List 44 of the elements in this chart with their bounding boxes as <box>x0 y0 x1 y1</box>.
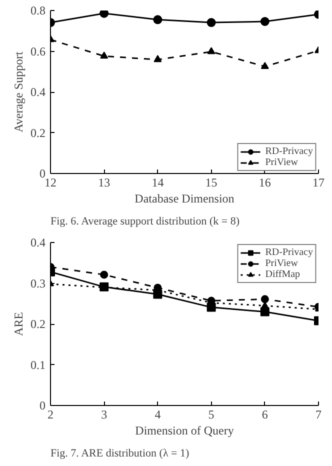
y-axis-title: Average Support <box>12 50 26 132</box>
x-tick-label: 16 <box>258 176 271 190</box>
point <box>260 62 269 70</box>
y-axis-title: ARE <box>12 312 26 336</box>
y-tick-label: 0.2 <box>30 126 46 140</box>
x-axis-title: Database Dimension <box>134 192 234 206</box>
point <box>154 55 162 62</box>
y-tick-label: 0.4 <box>30 85 46 99</box>
point <box>100 10 109 18</box>
x-tick-label: 14 <box>152 176 164 190</box>
point <box>260 307 270 316</box>
x-axis-title: Dimension of Query <box>135 424 234 438</box>
legend-label: RD-Privacy <box>265 247 313 258</box>
x-tick-label: 5 <box>208 408 214 422</box>
y-tick-label: 0.8 <box>30 4 46 18</box>
point <box>260 17 270 26</box>
y-tick-label: 0 <box>40 166 46 180</box>
y-tick-label: 0.4 <box>30 236 46 250</box>
point <box>260 295 269 304</box>
point <box>206 18 216 28</box>
x-tick-label: 12 <box>44 176 56 190</box>
point <box>100 270 108 279</box>
y-tick-label: 0.3 <box>30 276 46 290</box>
point <box>153 15 162 24</box>
caption: Fig. 7. ARE distribution (λ = 1) <box>50 448 190 460</box>
x-tick-label: 13 <box>98 176 110 190</box>
point <box>100 52 108 59</box>
x-tick-label: 17 <box>312 176 324 190</box>
y-tick-label: 0.2 <box>30 317 46 331</box>
point <box>207 47 216 54</box>
legend-label: PriView <box>265 157 298 168</box>
x-tick-label: 7 <box>316 408 322 422</box>
y-tick-label: 0 <box>40 398 46 412</box>
legend-label: DiffMap <box>265 269 300 280</box>
x-tick-label: 15 <box>205 176 218 190</box>
legend-label: RD-Privacy <box>265 146 313 157</box>
x-tick-label: 6 <box>262 408 268 422</box>
caption: Fig. 6. Average support distribution (k = 8) <box>50 216 240 228</box>
x-tick-label: 2 <box>48 408 54 422</box>
y-tick-label: 0.6 <box>30 44 46 58</box>
legend-label: PriView <box>265 258 298 269</box>
x-tick-label: 3 <box>101 408 108 422</box>
y-tick-label: 0.1 <box>30 358 46 372</box>
x-tick-label: 4 <box>154 408 161 422</box>
